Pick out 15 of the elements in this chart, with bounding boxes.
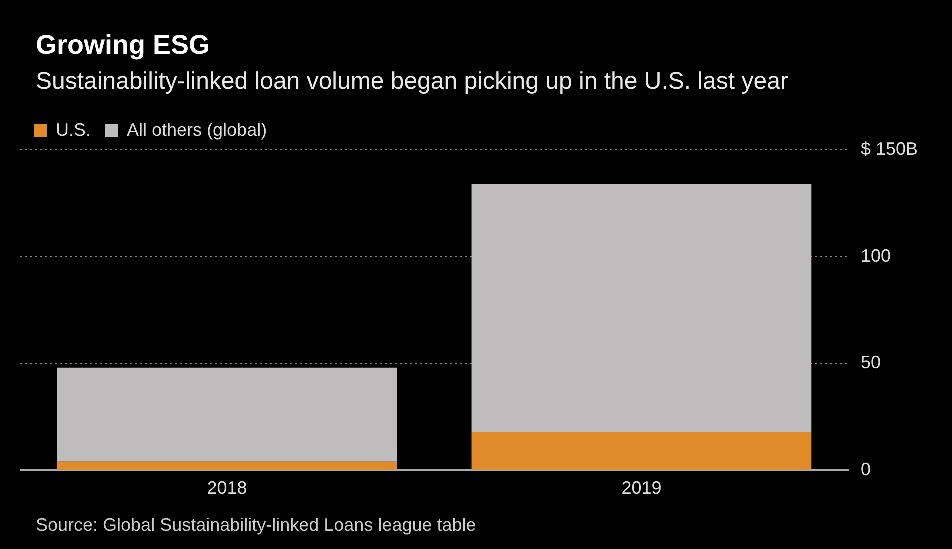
- y-tick-label: 50: [860, 352, 881, 373]
- y-tick-label: $ 150B: [860, 138, 918, 159]
- bar: [57, 462, 398, 470]
- legend-label: All others (global): [127, 120, 268, 140]
- y-tick-label: 0: [860, 459, 871, 480]
- chart-subtitle: Sustainability-linked loan volume began picking up in the U.S. last year: [36, 68, 788, 96]
- legend-label: U.S.: [56, 120, 92, 140]
- y-tick-label: 100: [860, 246, 891, 266]
- bar: [472, 184, 812, 432]
- bar: [57, 368, 398, 462]
- source-note: Source: Global Sustainability-linked Loans league table: [36, 515, 476, 536]
- x-tick-label: 2019: [622, 478, 662, 498]
- chart-title: Growing ESG: [36, 30, 210, 61]
- bar: [472, 432, 812, 470]
- x-tick-label: 2018: [207, 478, 248, 498]
